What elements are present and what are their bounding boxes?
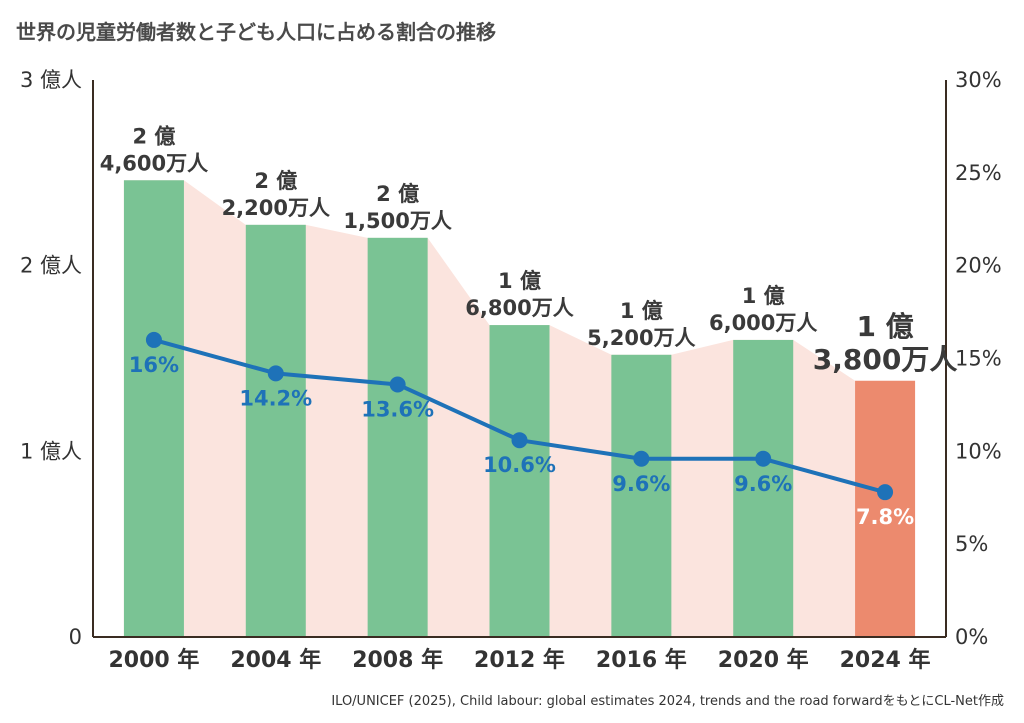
y-left-tick-label: 0 [69,625,82,649]
line-value-label: 16% [129,353,179,377]
y-left-tick-label: 2 億人 [20,254,82,278]
y-right-tick-label: 0% [955,625,988,649]
line-point-6 [877,484,894,501]
line-value-label: 7.8% [856,505,914,529]
line-value-label: 10.6% [483,453,556,477]
y-right-tick-label: 15% [955,347,1002,371]
bar-value-label: 1 億 [856,310,913,343]
bar-2 [367,237,428,638]
bar-5 [733,339,794,637]
line-value-label: 9.6% [612,472,670,496]
bar-4 [611,354,672,637]
bar-value-label: 3,800万人 [813,343,958,376]
y-right-tick-label: 20% [955,254,1002,278]
x-tick-label: 2008 年 [352,647,443,673]
line-point-0 [145,331,162,348]
bar-value-label: 2 億 [254,169,297,193]
x-tick-label: 2004 年 [230,647,321,673]
bar-value-label: 5,200万人 [587,326,695,350]
bar-3 [489,325,550,637]
line-point-1 [267,365,284,382]
bar-value-label: 2,200万人 [222,196,330,220]
x-tick-label: 2024 年 [840,647,931,673]
line-value-label: 13.6% [361,397,434,421]
chart-source: ILO/UNICEF (2025), Child labour: global … [331,694,1004,709]
y-right-tick-label: 30% [955,68,1002,92]
bar-value-label: 1,500万人 [343,209,451,233]
x-tick-label: 2016 年 [596,647,687,673]
bar-value-label: 1 億 [620,299,663,323]
line-point-2 [389,376,406,393]
bar-value-label: 1 億 [742,284,785,308]
line-point-4 [633,450,650,467]
x-tick-label: 2000 年 [108,647,199,673]
y-right-tick-label: 25% [955,161,1002,185]
bar-value-label: 2 億 [376,182,419,206]
y-left-tick-label: 1 億人 [20,439,82,463]
x-tick-label: 2020 年 [718,647,809,673]
line-value-label: 14.2% [239,386,312,410]
bar-value-label: 1 億 [498,269,541,293]
bar-value-label: 2 億 [132,124,175,148]
bar-6 [855,380,916,637]
bar-value-label: 6,000万人 [709,311,817,335]
line-point-3 [511,432,528,449]
y-right-tick-label: 5% [955,532,988,556]
bar-value-label: 4,600万人 [100,151,208,175]
x-tick-label: 2012 年 [474,647,565,673]
y-left-tick-label: 3 億人 [20,68,82,92]
bar-1 [245,224,306,637]
line-value-label: 9.6% [734,472,792,496]
line-point-5 [755,450,772,467]
bar-value-label: 6,800万人 [465,296,573,320]
bar-0 [123,180,184,637]
y-right-tick-label: 10% [955,439,1002,463]
chart-title: 世界の児童労働者数と子ども人口に占める割合の推移 [16,20,496,44]
